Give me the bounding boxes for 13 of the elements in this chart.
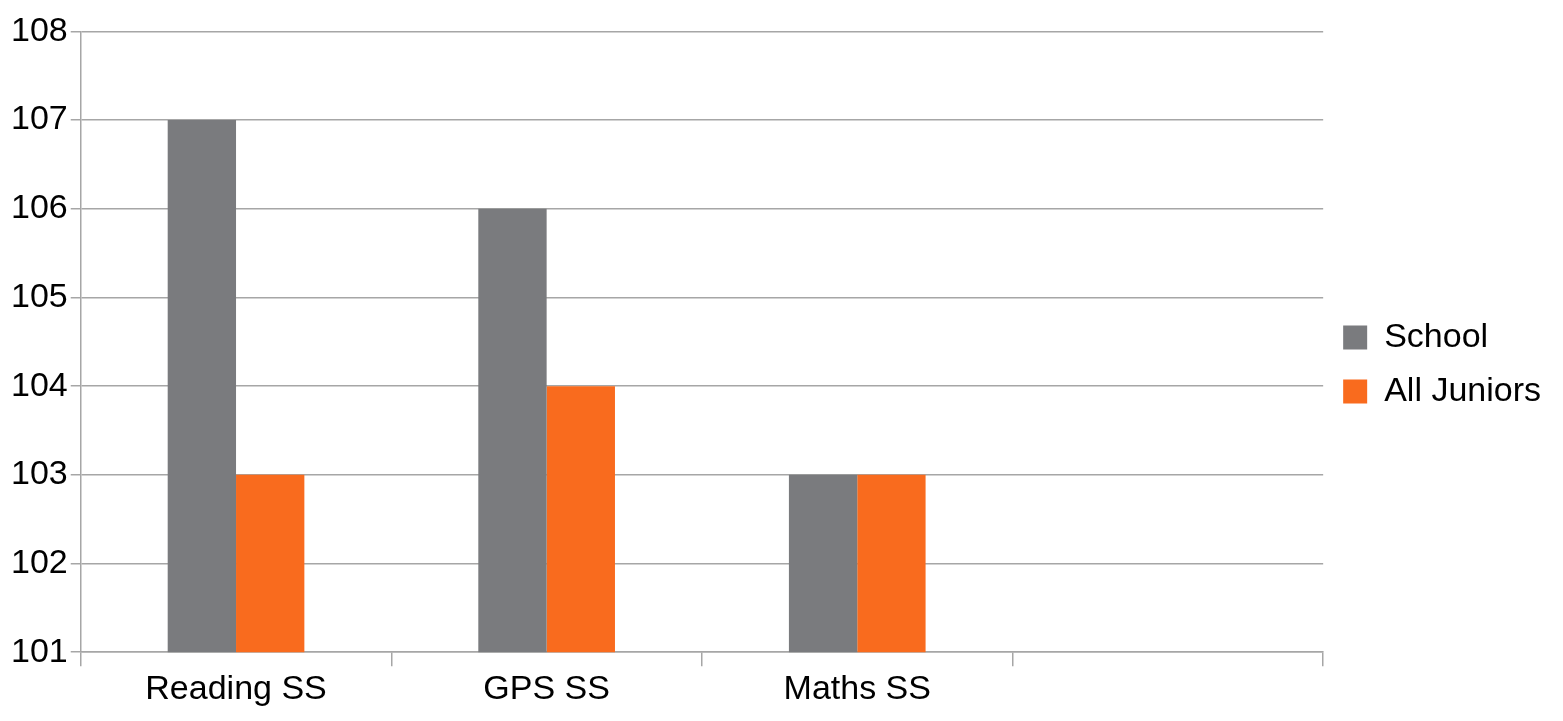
y-tick-label: 108 [10,9,68,48]
y-tick-label: 103 [10,453,68,492]
y-tick-label: 105 [10,275,68,314]
x-tick-label: Maths SS [783,667,931,706]
x-tick-label: GPS SS [483,667,610,706]
y-tick-label: 101 [10,630,68,669]
y-tick-label: 104 [10,364,68,403]
x-tick-label: Reading SS [145,667,327,706]
legend-label: All Juniors [1384,369,1542,408]
y-tick-label: 106 [10,187,68,226]
y-tick-label: 107 [10,98,68,137]
legend-label: School [1384,315,1489,354]
y-tick-label: 102 [10,541,68,580]
